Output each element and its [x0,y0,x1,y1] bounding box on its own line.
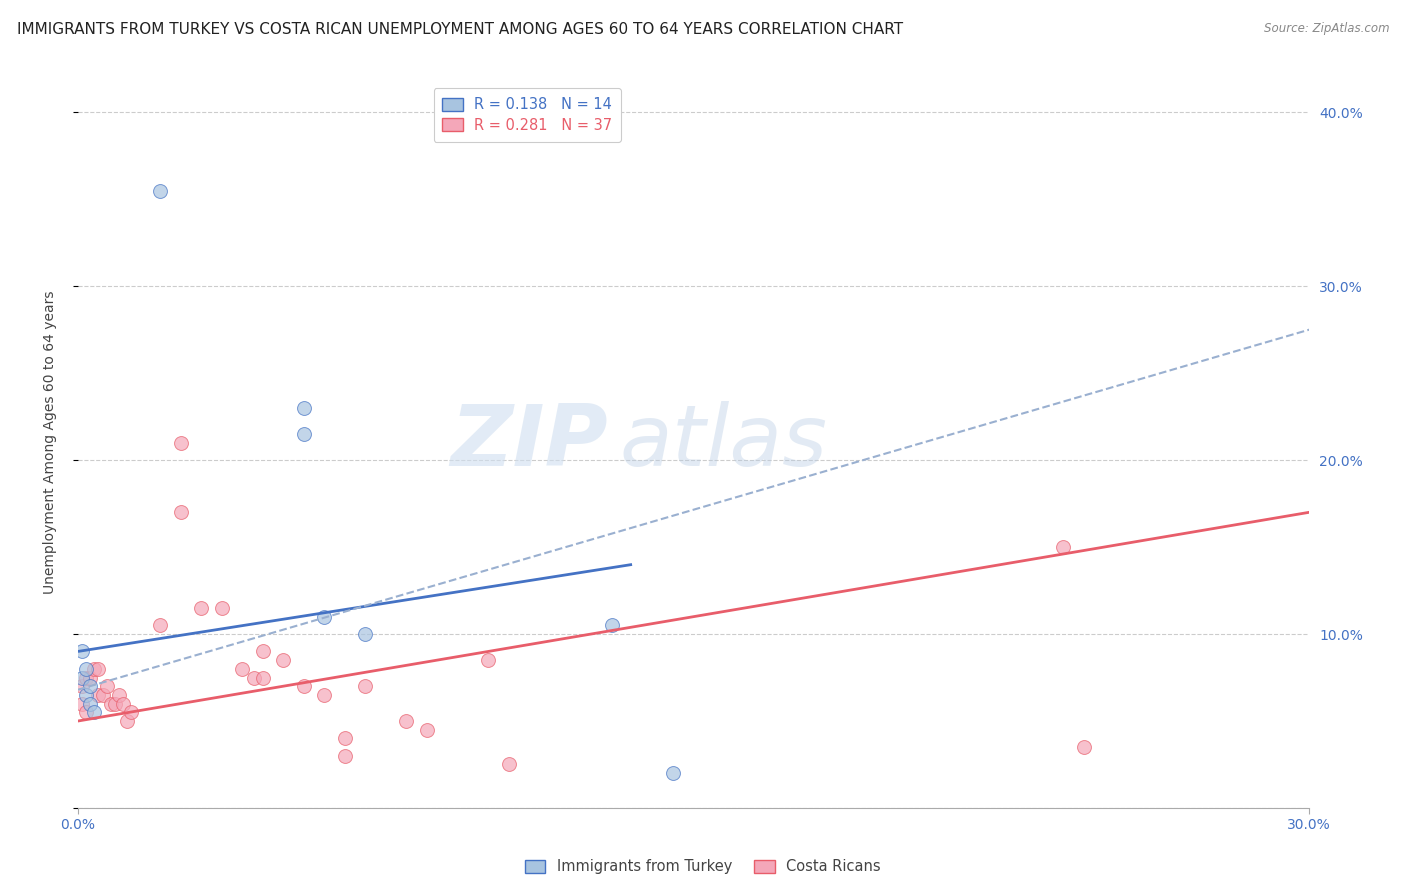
Point [243,671,266,685]
Point [115,714,138,728]
Point [79,679,101,693]
Text: Source: ZipAtlas.com: Source: ZipAtlas.com [1264,22,1389,36]
Point [70,644,93,658]
Point [100,697,122,711]
Point [87,688,110,702]
Point [104,697,127,711]
Text: IMMIGRANTS FROM TURKEY VS COSTA RICAN UNEMPLOYMENT AMONG AGES 60 TO 64 YEARS COR: IMMIGRANTS FROM TURKEY VS COSTA RICAN UN… [17,22,903,37]
Point [96,679,118,693]
Point [75,688,97,702]
Point [211,601,233,615]
Point [87,662,110,676]
Point [169,505,191,519]
Point [252,671,274,685]
Point [75,706,97,720]
Point [333,731,356,746]
Point [70,679,93,693]
Point [354,627,377,641]
Point [662,766,685,780]
Point [70,697,93,711]
Text: atlas: atlas [620,401,828,484]
Point [600,618,623,632]
Point [149,618,172,632]
Point [395,714,418,728]
Point [75,671,97,685]
Point [314,688,336,702]
Point [354,679,377,693]
Legend: Immigrants from Turkey, Costa Ricans: Immigrants from Turkey, Costa Ricans [519,854,887,880]
Point [252,644,274,658]
Point [498,757,520,772]
Point [83,706,105,720]
Point [83,662,105,676]
Point [91,688,114,702]
Point [292,427,315,442]
Point [1073,740,1095,755]
Point [190,601,212,615]
Point [333,748,356,763]
Point [231,662,253,676]
Point [271,653,294,667]
Point [70,671,93,685]
Y-axis label: Unemployment Among Ages 60 to 64 years: Unemployment Among Ages 60 to 64 years [44,291,58,594]
Point [112,697,135,711]
Point [169,435,191,450]
Point [416,723,439,737]
Point [1052,540,1074,554]
Point [120,706,142,720]
Point [108,688,131,702]
Text: ZIP: ZIP [450,401,607,484]
Point [477,653,499,667]
Point [75,662,97,676]
Point [292,679,315,693]
Point [79,697,101,711]
Point [79,671,101,685]
Legend: R = 0.138   N = 14, R = 0.281   N = 37: R = 0.138 N = 14, R = 0.281 N = 37 [433,88,621,142]
Point [149,184,172,198]
Point [292,401,315,415]
Point [314,609,336,624]
